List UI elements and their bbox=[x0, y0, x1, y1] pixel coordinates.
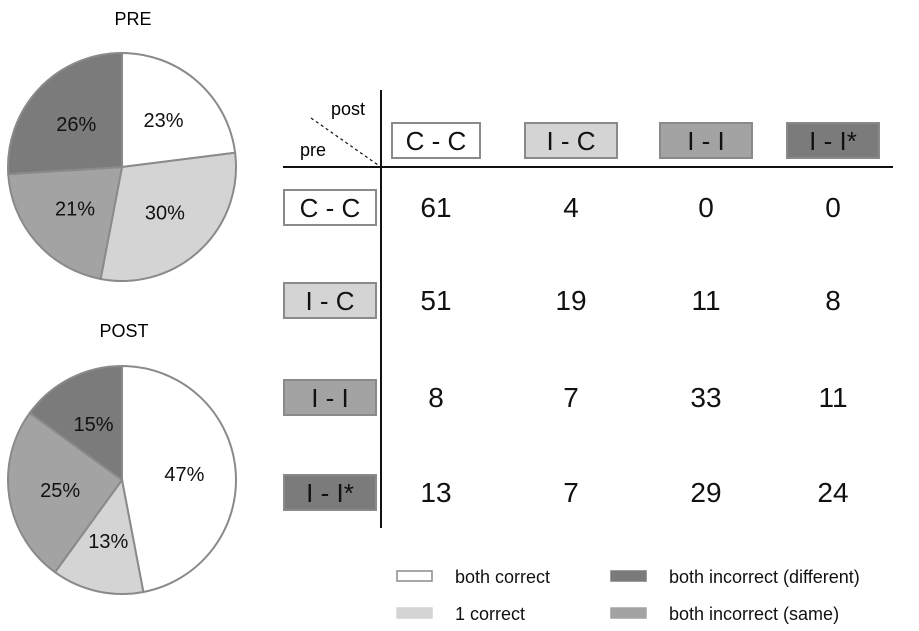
table-cells: 61 4 0 0 51 19 11 8 8 7 33 11 13 7 29 24 bbox=[420, 192, 848, 508]
table-row-headers: C - C I - C I - I I - I* bbox=[283, 189, 377, 511]
table-cell-1-0: 51 bbox=[420, 285, 451, 316]
table-column-headers: C - C I - C I - I I - I* bbox=[391, 122, 880, 159]
table-cell-3-0: 13 bbox=[420, 477, 451, 508]
corner-post-label: post bbox=[331, 99, 365, 119]
col-header-label-1: I - C bbox=[546, 126, 595, 156]
legend-swatch-2 bbox=[610, 570, 647, 582]
row-header-box-1 bbox=[283, 282, 377, 319]
legend-label-2: both incorrect (different) bbox=[669, 567, 860, 587]
pie-post-slice-1 bbox=[53, 477, 145, 595]
legend-label-3: both incorrect (same) bbox=[669, 604, 839, 624]
pie-pre-slice-label-1: 30% bbox=[145, 203, 185, 225]
pie-post: 47% 13% 25% 15% bbox=[7, 364, 237, 595]
corner-diagonal bbox=[310, 117, 379, 166]
table-cell-3-2: 29 bbox=[690, 477, 721, 508]
row-header-label-1: I - C bbox=[305, 286, 354, 316]
col-header-label-2: I - I bbox=[687, 126, 725, 156]
pie-pre-slice-3 bbox=[7, 51, 123, 176]
table-cell-2-3: 11 bbox=[818, 382, 847, 413]
row-header-box-3 bbox=[283, 474, 377, 511]
pie-pre-slice-2 bbox=[7, 165, 124, 281]
row-header-box-2 bbox=[283, 379, 377, 416]
pie-post-slice-label-3: 15% bbox=[73, 414, 113, 436]
table-cell-2-2: 33 bbox=[690, 382, 721, 413]
table-cell-2-0: 8 bbox=[428, 382, 444, 413]
table-cell-2-1: 7 bbox=[563, 382, 579, 413]
pie-pre-title: PRE bbox=[114, 9, 151, 29]
col-header-box-3 bbox=[786, 122, 880, 159]
table-cell-3-3: 24 bbox=[817, 477, 848, 508]
table-cell-1-1: 19 bbox=[555, 285, 586, 316]
row-header-box-0 bbox=[283, 189, 377, 226]
corner-pre-label: pre bbox=[300, 140, 326, 160]
table-cell-0-3: 0 bbox=[825, 192, 841, 223]
pie-post-slice-label-2: 25% bbox=[40, 480, 80, 502]
pie-pre-slice-label-3: 26% bbox=[56, 114, 96, 136]
table-cell-1-2: 11 bbox=[691, 285, 720, 316]
pie-post-slice-3 bbox=[28, 364, 123, 482]
table-cell-3-1: 7 bbox=[563, 477, 579, 508]
pie-pre: 23% 30% 21% 26% bbox=[7, 51, 237, 282]
pie-post-slice-label-0: 47% bbox=[164, 464, 204, 486]
col-header-box-0 bbox=[391, 122, 481, 159]
col-header-box-2 bbox=[659, 122, 753, 159]
pie-post-slice-label-1: 13% bbox=[88, 531, 128, 553]
pie-post-title: POST bbox=[99, 321, 148, 341]
pie-pre-slice-label-2: 21% bbox=[55, 199, 95, 221]
pie-post-slice-2 bbox=[7, 411, 124, 574]
pie-pre-slice-label-0: 23% bbox=[143, 110, 183, 132]
legend-label-1: 1 correct bbox=[455, 604, 525, 624]
col-header-label-3: I - I* bbox=[809, 126, 857, 156]
pie-post-slice-0 bbox=[121, 364, 237, 594]
pie-pre-slice-1 bbox=[99, 151, 237, 282]
row-header-label-0: C - C bbox=[300, 193, 361, 223]
legend-swatch-3 bbox=[610, 607, 647, 619]
table-cell-0-0: 61 bbox=[420, 192, 451, 223]
row-header-label-2: I - I bbox=[311, 383, 349, 413]
table-cell-0-1: 4 bbox=[563, 192, 579, 223]
legend-label-0: both correct bbox=[455, 567, 550, 587]
legend: both correct 1 correct both incorrect (dif… bbox=[396, 567, 860, 624]
row-header-label-3: I - I* bbox=[306, 478, 354, 508]
pie-pre-slice-0 bbox=[121, 51, 237, 169]
col-header-box-1 bbox=[524, 122, 618, 159]
table-cell-0-2: 0 bbox=[698, 192, 714, 223]
col-header-label-0: C - C bbox=[406, 126, 467, 156]
legend-swatch-1 bbox=[396, 607, 433, 619]
legend-swatch-0 bbox=[396, 570, 433, 582]
table-cell-1-3: 8 bbox=[825, 285, 841, 316]
